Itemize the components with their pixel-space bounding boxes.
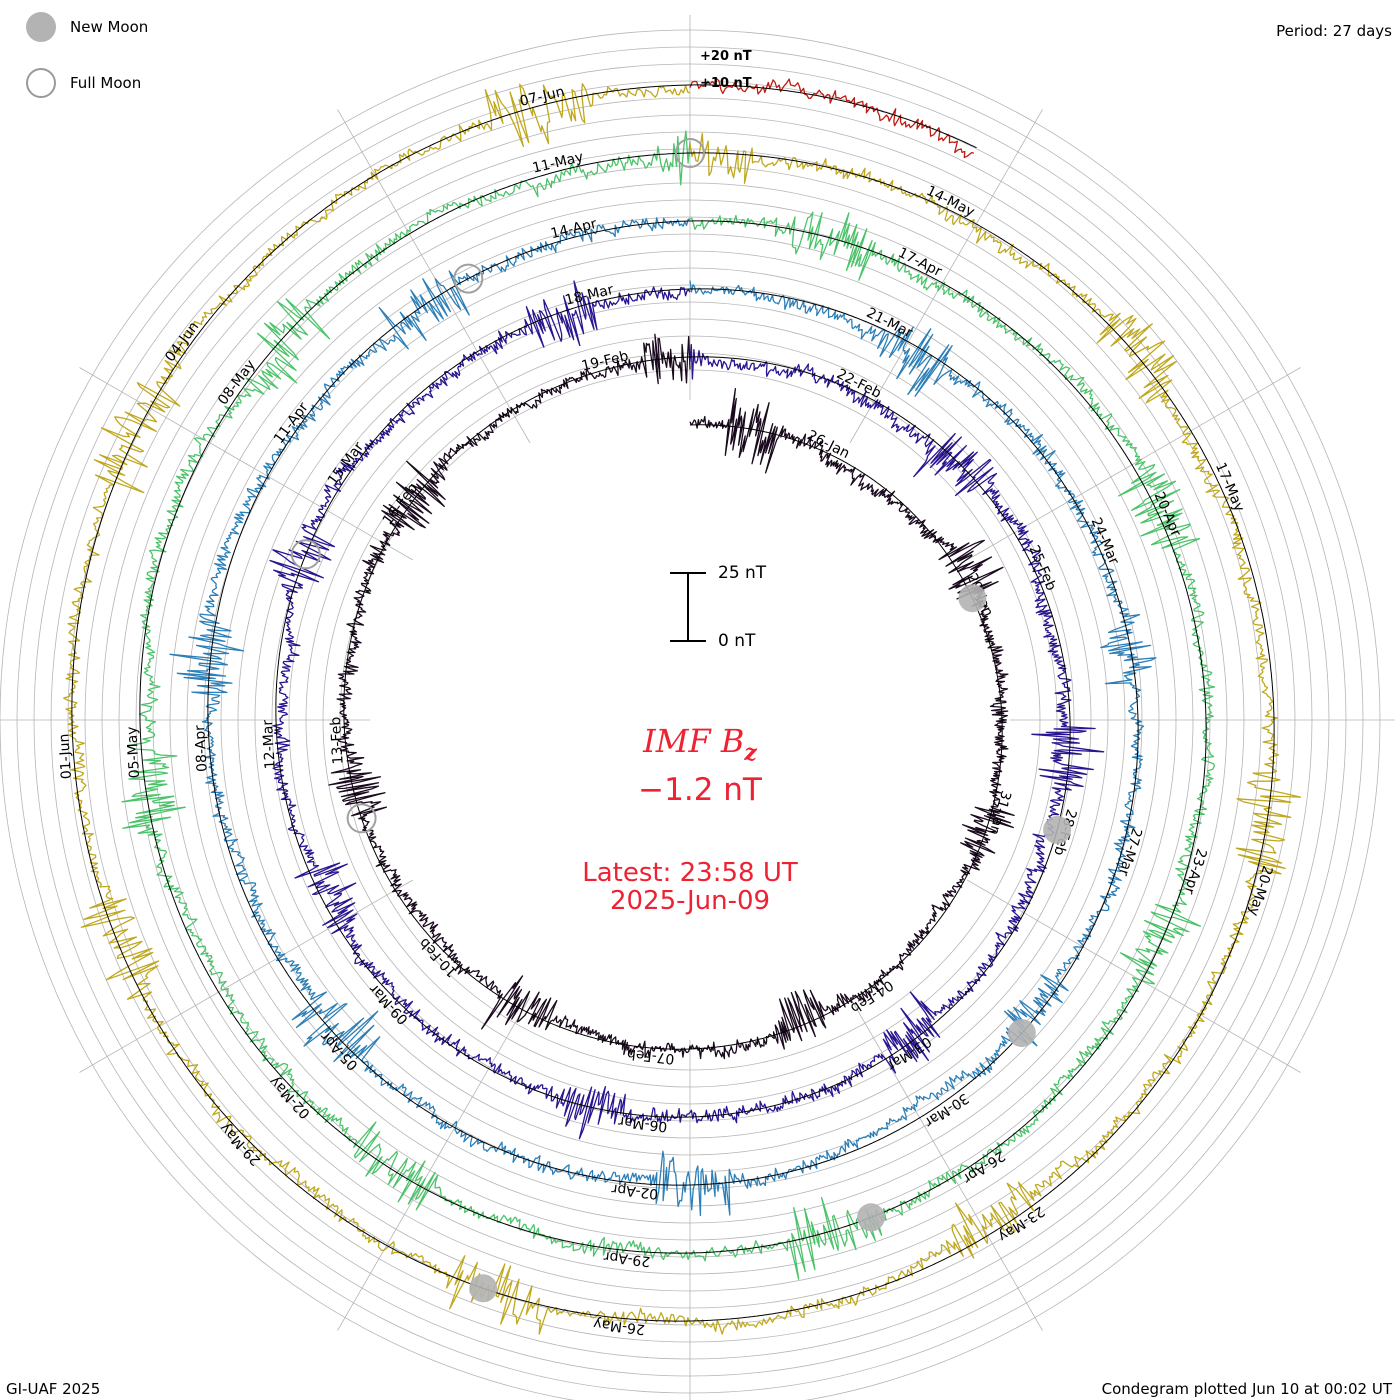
new-moon-icon bbox=[26, 12, 56, 42]
chart-title: IMF Bz bbox=[520, 722, 880, 766]
footer-credit: GI-UAF 2025 bbox=[6, 1380, 101, 1398]
plus20-label: +20 nT bbox=[700, 49, 752, 64]
chart-title-subscript: z bbox=[744, 740, 757, 766]
tick-label: 17-May bbox=[1212, 460, 1247, 514]
scale-bar bbox=[670, 572, 706, 642]
series-line-1 bbox=[328, 333, 1015, 1060]
baseline-2 bbox=[275, 288, 1071, 1118]
new-moon-marker bbox=[958, 584, 987, 613]
tick-label: 29-May bbox=[217, 1120, 264, 1169]
tick-label: 13-Feb bbox=[328, 716, 347, 765]
tick-label: 19-Feb bbox=[580, 348, 630, 375]
new-moon-marker bbox=[1043, 815, 1072, 844]
zero-baselines bbox=[71, 84, 1275, 1322]
plus10-label: +10 nT bbox=[700, 76, 752, 91]
tick-label: 29-Apr bbox=[603, 1248, 652, 1269]
moon-markers bbox=[290, 138, 1072, 1303]
tick-label: 22-Feb bbox=[834, 366, 884, 402]
full-moon-marker bbox=[290, 539, 321, 570]
tick-label: 11-Apr bbox=[271, 399, 312, 446]
current-value: −1.2 nT bbox=[638, 772, 762, 808]
grid-ring bbox=[254, 284, 1126, 1156]
tick-label: 01-Jun bbox=[56, 733, 75, 779]
full-moon-marker bbox=[453, 263, 484, 294]
tick-label: 08-Apr bbox=[192, 724, 211, 772]
full-moon-marker bbox=[675, 138, 705, 168]
full-moon-icon bbox=[26, 68, 56, 98]
tick-label: 21-Mar bbox=[864, 305, 915, 342]
grid-ring bbox=[305, 335, 1075, 1105]
tick-label: 07-Jun bbox=[518, 84, 566, 110]
period-label: Period: 27 days bbox=[1276, 22, 1392, 40]
new-moon-marker bbox=[857, 1203, 885, 1232]
grid-spoke bbox=[849, 109, 1043, 444]
grid-ring bbox=[288, 318, 1092, 1122]
latest-date: 2025-Jun-09 bbox=[609, 886, 771, 916]
grid-spoke bbox=[337, 996, 531, 1331]
tick-label: 25-Feb bbox=[1025, 543, 1059, 593]
scale-bottom-label: 0 nT bbox=[718, 631, 756, 651]
grid-spoke bbox=[79, 879, 414, 1073]
legend-full-moon: Full Moon bbox=[26, 68, 141, 98]
tick-label: 11-May bbox=[531, 149, 585, 176]
tick-label: 05-May bbox=[124, 726, 143, 779]
tick-label: 02-Apr bbox=[611, 1180, 660, 1201]
baseline-3 bbox=[207, 220, 1139, 1186]
grid-spoke bbox=[79, 367, 414, 561]
full-moon-marker bbox=[346, 803, 377, 834]
series-line-6 bbox=[689, 78, 975, 159]
baseline-1 bbox=[343, 356, 1003, 1050]
new-moon-marker bbox=[1007, 1019, 1036, 1048]
tick-label: 17-Apr bbox=[895, 245, 944, 280]
baseline-5 bbox=[71, 84, 1275, 1322]
tick-label: 23-May bbox=[995, 1203, 1047, 1245]
tick-label: 15-Mar bbox=[325, 439, 367, 488]
full-moon-label: Full Moon bbox=[70, 74, 142, 92]
tick-label: 06-Mar bbox=[617, 1113, 668, 1135]
series-line-2 bbox=[269, 280, 1105, 1140]
tick-label: 07-Feb bbox=[626, 1045, 675, 1066]
grid-spoke bbox=[966, 367, 1301, 561]
grid-spoke bbox=[849, 996, 1043, 1331]
baseline-4 bbox=[139, 152, 1207, 1254]
tick-label: 05-Apr bbox=[318, 1028, 362, 1073]
new-moon-label: New Moon bbox=[70, 18, 149, 36]
chart-title-main: IMF B bbox=[643, 722, 745, 760]
tick-label: 26-May bbox=[593, 1315, 646, 1337]
new-moon-marker bbox=[469, 1274, 498, 1303]
grid-spoke bbox=[337, 109, 531, 444]
tick-label: 12-Mar bbox=[260, 719, 279, 769]
series-line-5 bbox=[63, 83, 1302, 1335]
legend-new-moon: New Moon bbox=[26, 12, 148, 42]
tick-label: 30-Mar bbox=[921, 1090, 971, 1131]
grid-spoke bbox=[966, 879, 1301, 1073]
latest-time: Latest: 23:58 UT bbox=[582, 858, 798, 888]
baseline-6 bbox=[690, 84, 977, 149]
scale-top-label: 25 nT bbox=[718, 563, 767, 583]
footer-plot-time: Condegram plotted Jun 10 at 00:02 UT bbox=[1101, 1380, 1392, 1398]
